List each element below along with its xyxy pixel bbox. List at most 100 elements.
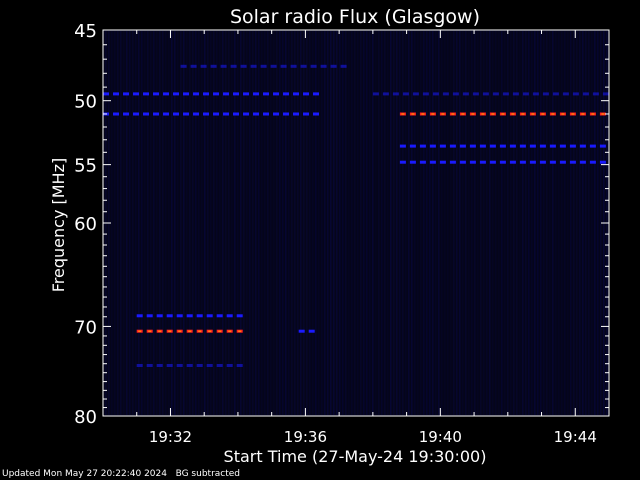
emission-dash [273, 112, 279, 116]
noise-stripe [357, 31, 359, 415]
emission-dash [136, 364, 143, 367]
emission-dash [136, 314, 143, 318]
emission-dash [293, 112, 299, 116]
noise-stripe [306, 31, 308, 415]
emission-dash [308, 329, 315, 333]
emission-dash [429, 160, 436, 164]
emission-dash [260, 64, 267, 68]
emission-dash [223, 92, 229, 96]
emission-peak [168, 330, 172, 332]
emission-dash [263, 92, 269, 96]
noise-stripe [579, 31, 581, 415]
noise-stripe [465, 31, 467, 415]
emission-peak [451, 113, 455, 115]
noise-stripe [312, 31, 314, 415]
noise-stripe [441, 31, 443, 415]
noise-stripe [153, 31, 155, 415]
emission-dash [156, 314, 163, 318]
emission-dash [143, 112, 149, 116]
noise-stripe [117, 31, 119, 415]
emission-dash [529, 144, 536, 148]
noise-stripe [597, 31, 599, 415]
emission-dash [196, 314, 203, 318]
emission-peak [591, 113, 595, 115]
emission-band [399, 160, 606, 164]
noise-stripe [567, 31, 569, 415]
emission-dash [226, 364, 233, 367]
noise-stripe [270, 31, 272, 415]
emission-dash [559, 144, 566, 148]
noise-stripe [309, 31, 311, 415]
emission-dash [166, 364, 173, 367]
emission-dash [303, 92, 309, 96]
noise-stripe [582, 31, 584, 415]
y-tick-label: 80 [74, 407, 97, 428]
emission-dash [133, 112, 139, 116]
noise-stripe [381, 31, 383, 415]
noise-stripe [564, 31, 566, 415]
emission-dash [449, 160, 456, 164]
noise-stripe [444, 31, 446, 415]
emission-dash [113, 92, 119, 96]
noise-stripe [165, 31, 167, 415]
emission-peak [521, 113, 525, 115]
noise-stripe [459, 31, 461, 415]
noise-stripe [405, 31, 407, 415]
noise-stripe [189, 31, 191, 415]
noise-stripe [207, 31, 209, 415]
x-tick-label: 19:40 [419, 428, 462, 446]
noise-stripe [156, 31, 158, 415]
emission-dash [253, 112, 259, 116]
emission-dash [263, 112, 269, 116]
emission-dash [176, 314, 183, 318]
noise-stripe [222, 31, 224, 415]
noise-stripe [138, 31, 140, 415]
noise-stripe [540, 31, 542, 415]
emission-dash [143, 92, 149, 96]
noise-stripe [546, 31, 548, 415]
noise-stripe [339, 31, 341, 415]
emission-dash [186, 364, 193, 367]
noise-stripe [126, 31, 128, 415]
emission-dash [452, 92, 459, 96]
emission-dash [412, 92, 419, 96]
emission-dash [479, 160, 486, 164]
emission-dash [223, 112, 229, 116]
noise-stripe [399, 31, 401, 415]
noise-stripe [576, 31, 578, 415]
emission-dash [290, 64, 297, 68]
x-axis-label: Start Time (27-May-24 19:30:00) [224, 447, 487, 466]
emission-dash [459, 160, 466, 164]
emission-dash [519, 144, 526, 148]
noise-stripe [294, 31, 296, 415]
emission-peak [411, 113, 415, 115]
emission-dash [190, 64, 197, 68]
noise-stripe [114, 31, 116, 415]
noise-stripe [231, 31, 233, 415]
emission-dash [492, 92, 499, 96]
noise-stripe [498, 31, 500, 415]
emission-dash [280, 64, 287, 68]
emission-dash [582, 92, 589, 96]
emission-dash [572, 92, 579, 96]
x-tick-label: 19:44 [554, 428, 597, 446]
emission-dash [313, 92, 319, 96]
y-axis-label: Frequency [MHz] [49, 158, 68, 292]
noise-stripe [315, 31, 317, 415]
noise-stripe [240, 31, 242, 415]
emission-dash [549, 144, 556, 148]
noise-stripe [234, 31, 236, 415]
noise-stripe [375, 31, 377, 415]
emission-peak [158, 330, 162, 332]
noise-stripe [333, 31, 335, 415]
noise-stripe [456, 31, 458, 415]
emission-peak [501, 113, 505, 115]
emission-dash [512, 92, 519, 96]
emission-dash [146, 364, 153, 367]
noise-stripe [438, 31, 440, 415]
noise-stripe [378, 31, 380, 415]
noise-stripe [561, 31, 563, 415]
noise-stripe [336, 31, 338, 415]
noise-stripe [516, 31, 518, 415]
